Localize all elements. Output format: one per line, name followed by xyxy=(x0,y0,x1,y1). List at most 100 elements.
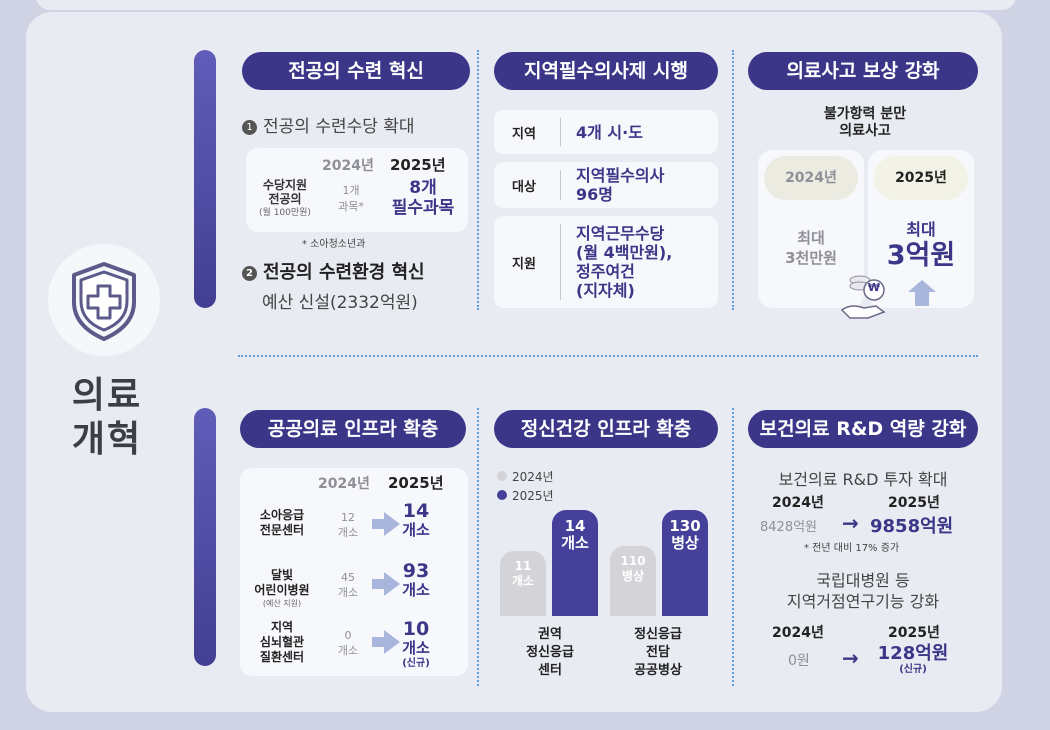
bar-unit: 병상 xyxy=(671,534,699,552)
s2-row-value: 4개 시·도 xyxy=(576,123,643,142)
s4-value-2025: 93 개소 xyxy=(396,562,436,600)
s3-value-2024: 최대 3천만원 xyxy=(785,229,837,267)
s4-table xyxy=(240,468,468,676)
s2-row-label: 지원 xyxy=(512,257,536,272)
s4-value-2024: 0 개소 xyxy=(328,628,368,658)
s4-value-2024: 12 개소 xyxy=(328,510,368,540)
s6-value2-2024: 0원 xyxy=(788,653,810,669)
s2-row xyxy=(494,216,718,308)
s2-row-value: 지역근무수당 (월 4백만원), 정주여건 (지자체) xyxy=(576,224,672,300)
s2-value-line: 4개 시·도 xyxy=(576,122,643,142)
s6-sub2: 국립대병원 등 지역거점연구기능 강화 xyxy=(786,571,940,611)
s4-label-sub: (예산 지원) xyxy=(262,599,302,608)
separator xyxy=(560,118,561,146)
bar-value: 14 xyxy=(564,517,586,535)
s3-subtitle: 불가항력 분만 의료사고 xyxy=(823,106,907,139)
bar-data-label: 14 개소 xyxy=(552,518,598,552)
s1-item2: 2 전공의 수련환경 혁신 xyxy=(242,258,425,284)
separator xyxy=(560,224,561,300)
medical-shield-icon xyxy=(72,262,136,341)
s2-value-line: 지역필수의사 xyxy=(576,166,665,185)
s1-value-2025: 8개 필수과목 xyxy=(391,178,455,218)
section-title: 지역필수의사제 시행 xyxy=(494,52,718,90)
divider xyxy=(732,50,734,310)
right-arrow-icon xyxy=(372,637,386,647)
up-arrow-body xyxy=(915,292,929,306)
s6-value1-2024: 8428억원 xyxy=(760,520,818,535)
s4-label-line: 소아응급 xyxy=(259,508,305,522)
s1-note: * 소아청소년과 xyxy=(302,239,366,250)
s4-label-line: 심뇌혈관 xyxy=(259,635,305,649)
s4-label-line: 질환센터 xyxy=(259,650,305,664)
s2-value-line: 지역근무수당 xyxy=(576,224,665,243)
right-arrow-icon xyxy=(372,519,386,529)
s4-v2025-num: 10 xyxy=(402,618,430,640)
main-label-line1: 의료 xyxy=(71,375,143,416)
bar-data-label: 11 개소 xyxy=(500,559,546,589)
right-arrow-head xyxy=(384,572,400,596)
bottom-vertical-bar xyxy=(194,408,216,666)
bar-value: 130 xyxy=(669,517,701,535)
bar-value: 11 xyxy=(514,559,532,573)
divider xyxy=(477,408,479,686)
s3-year-2024: 2024년 xyxy=(764,156,858,200)
s2-row-label: 지역 xyxy=(512,127,536,142)
separator xyxy=(560,170,561,200)
s4-v2024-num: 0 xyxy=(344,629,352,642)
coin-hand-icon: ₩ xyxy=(840,270,888,324)
col-2024: 2024년 xyxy=(322,158,374,174)
s4-v2024-unit: 개소 xyxy=(337,586,359,599)
bar-unit: 개소 xyxy=(511,574,535,588)
up-arrow-icon xyxy=(908,280,936,292)
s4-value-2025: 14 개소 xyxy=(396,502,436,540)
s4-value-2025: 10 개소 (신규) xyxy=(396,618,436,670)
s3-year-2025: 2025년 xyxy=(874,156,968,200)
bar-unit: 개소 xyxy=(561,534,589,552)
s4-v2024-num: 45 xyxy=(341,571,355,584)
shield-circle xyxy=(48,244,160,356)
bar-unit: 병상 xyxy=(621,569,645,583)
s6-year-2025: 2025년 xyxy=(888,495,940,511)
col-2025: 2025년 xyxy=(390,156,446,174)
s4-label-line: 달빛 xyxy=(270,568,294,582)
bar-data-label: 130 병상 xyxy=(662,518,708,552)
s1-value-2024: 1개 과목* xyxy=(338,184,364,213)
s6-year-2024: 2024년 xyxy=(772,495,824,511)
s4-v2025-unit: 개소 xyxy=(402,639,430,657)
legend-item-2025: 2025년 xyxy=(497,487,554,506)
chart-category-label: 정신응급 전담 공공병상 xyxy=(634,627,682,678)
s4-value-2024: 45 개소 xyxy=(328,570,368,600)
s2-value-line: (월 4백만원), xyxy=(576,243,673,262)
top-strip xyxy=(36,0,1016,10)
s4-label-line: 지역 xyxy=(270,620,294,634)
s4-row-label: 달빛 어린이병원 (예산 지원) xyxy=(244,568,320,609)
s4-v2024-unit: 개소 xyxy=(337,526,359,539)
s4-row-label: 지역 심뇌혈관 질환센터 xyxy=(244,620,320,665)
bar-2024 xyxy=(500,551,546,616)
s2-value-line: 96명 xyxy=(576,185,613,204)
section-title: 보건의료 R&D 역량 강화 xyxy=(748,410,978,448)
main-label-line2: 개혁 xyxy=(71,419,143,460)
section-title: 정신건강 인프라 확충 xyxy=(494,410,718,448)
main-label: 의료 개혁 xyxy=(62,374,152,462)
s4-v2025-unit: 개소 xyxy=(402,521,430,539)
s2-row xyxy=(494,110,718,154)
right-arrow-icon: → xyxy=(842,511,859,535)
s2-value-line: (지자체) xyxy=(576,281,635,300)
number-one-icon: 1 xyxy=(242,120,257,135)
s4-row-label: 소아응급 전문센터 xyxy=(244,508,320,538)
s1-row-label: 수당지원 전공의 (월 100만원) xyxy=(259,178,311,218)
right-arrow-icon: → xyxy=(842,646,859,670)
s4-v2024-unit: 개소 xyxy=(337,644,359,657)
bar-data-label: 110 병상 xyxy=(610,554,656,584)
legend-item-2024: 2024년 xyxy=(497,468,554,487)
col-2025: 2025년 xyxy=(388,474,444,492)
s4-v2025-num: 93 xyxy=(402,560,430,582)
s6-value2-2025: 128억원 (신규) xyxy=(877,643,949,675)
s1-item2-sub: 예산 신설(2332억원) xyxy=(262,293,418,313)
s2-row-label: 대상 xyxy=(512,180,536,195)
number-two-icon: 2 xyxy=(242,266,257,281)
s6-year-2024: 2024년 xyxy=(772,625,824,641)
s1-table xyxy=(246,148,468,232)
section-title: 공공의료 인프라 확충 xyxy=(240,410,466,448)
